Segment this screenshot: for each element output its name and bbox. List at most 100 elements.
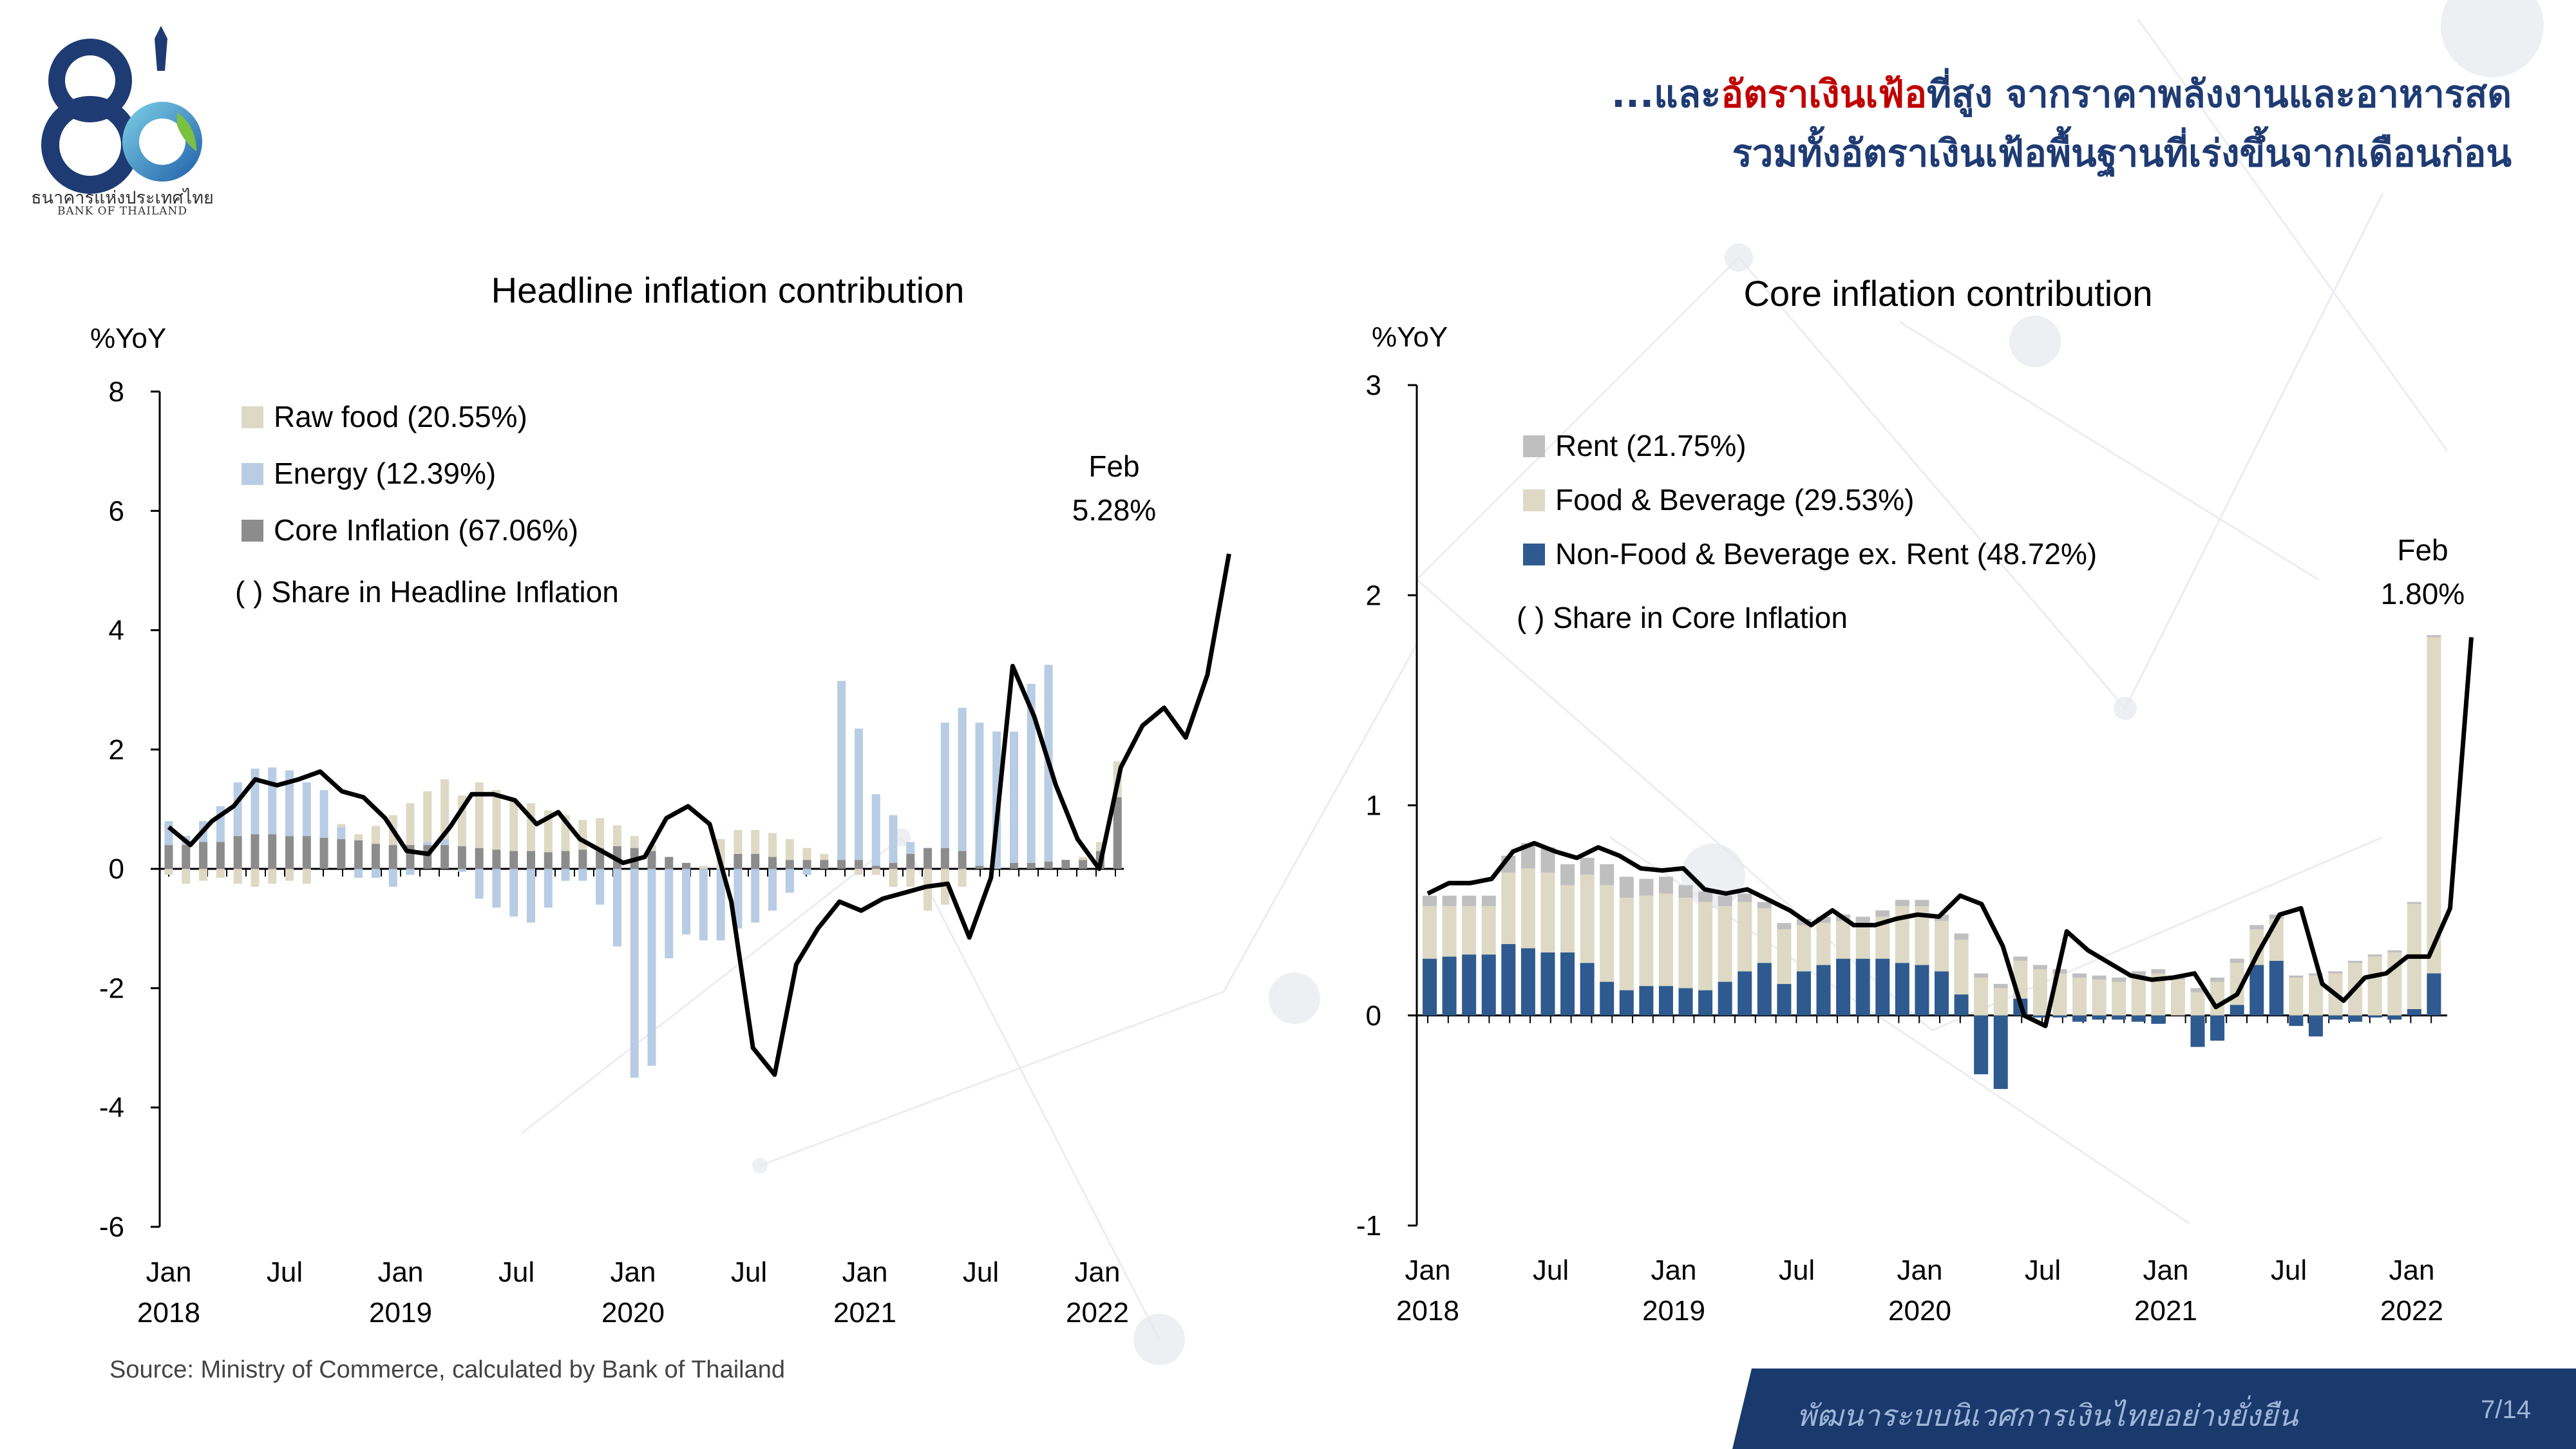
headline-y-tick-label: 6: [109, 495, 124, 527]
core-bar-rent: [1777, 923, 1792, 929]
core-bar-food_bev: [1855, 923, 1870, 959]
core-bar-rent: [1993, 983, 2008, 989]
core-bar-nonfood: [2249, 965, 2264, 1016]
headline-bar-raw_food: [768, 833, 777, 857]
core-bar-rent: [1619, 876, 1634, 898]
headline-bar-core: [164, 845, 173, 869]
core-bar-nonfood: [2328, 1015, 2343, 1020]
headline-x-tick-label: Jul: [731, 1256, 767, 1288]
headline-bar-core: [1027, 862, 1036, 869]
headline-bar-raw_food: [699, 866, 708, 869]
headline-legend-label: Energy (12.39%): [274, 457, 496, 490]
headline-bar-core: [199, 842, 208, 869]
headline-bar-core: [251, 834, 260, 869]
core-bar-nonfood: [1501, 943, 1516, 1016]
core-bar-food_bev: [1442, 906, 1457, 957]
headline-x-tick-label: Jan: [378, 1256, 424, 1288]
headline-bar-energy: [630, 869, 639, 1078]
core-bar-food_bev: [1738, 902, 1752, 972]
core-legend-label: Non-Food & Beverage ex. Rent (48.72%): [1555, 537, 2097, 571]
headline-y-tick-label: 8: [109, 376, 124, 408]
core-bar-food_bev: [1481, 906, 1496, 955]
core-bar-rent: [2230, 958, 2244, 963]
core-bar-rent: [1718, 895, 1732, 907]
core-bar-rent: [1560, 864, 1575, 886]
headline-bar-core: [388, 845, 397, 869]
headline-bar-raw_food: [940, 869, 949, 905]
headline-bar-energy: [371, 869, 380, 878]
headline-y-tick-label: -4: [99, 1092, 124, 1124]
headline-bar-core: [871, 866, 880, 869]
headline-bar-energy: [751, 869, 760, 923]
headline-bar-energy: [509, 869, 518, 917]
core-bar-rent: [2092, 975, 2107, 980]
headline-bar-energy: [734, 869, 743, 929]
headline-legend-label: Raw food (20.55%): [274, 400, 527, 433]
core-bar-nonfood: [1974, 1015, 1989, 1075]
headline-bar-core: [1113, 797, 1122, 869]
headline-x-tick-label: Jan: [1075, 1256, 1121, 1288]
headline-bar-core: [751, 853, 760, 869]
core-bar-nonfood: [1619, 990, 1634, 1016]
headline-bar-raw_food: [751, 829, 760, 854]
headline-bar-raw_food: [802, 848, 811, 860]
headline-bar-energy: [492, 869, 501, 908]
headline-bar-energy: [647, 869, 656, 1066]
core-bar-food_bev: [2072, 978, 2087, 1016]
core-bar-food_bev: [1796, 925, 1811, 972]
headline-bar-energy: [975, 723, 984, 866]
core-bar-food_bev: [2170, 980, 2185, 1016]
headline-y-tick-label: 0: [109, 853, 124, 885]
core-legend-swatch: [1523, 435, 1545, 457]
core-y-tick-label: 1: [1366, 790, 1381, 822]
headline-x-tick-label: Jul: [267, 1256, 303, 1288]
core-bar-rent: [1757, 902, 1772, 909]
core-bar-food_bev: [2249, 929, 2264, 965]
headline-bar-raw_food: [285, 869, 294, 881]
headline-bar-energy: [958, 708, 967, 851]
headline-bar-energy: [423, 842, 432, 846]
headline-y-tick-label: -2: [99, 972, 124, 1004]
core-x-year-label: 2022: [2380, 1295, 2443, 1327]
headline-bar-core: [906, 853, 915, 869]
headline-bar-energy: [388, 869, 397, 887]
headline-x-tick-label: Jan: [146, 1256, 192, 1288]
core-bar-nonfood: [2131, 1015, 2146, 1022]
core-line-series: [1426, 637, 2474, 1028]
core-x-tick-label: Jul: [1779, 1255, 1815, 1286]
core-bar-nonfood: [1718, 981, 1732, 1016]
core-bar-rent: [1915, 900, 1929, 907]
core-bar-rent: [1698, 891, 1713, 902]
core-x-year-label: 2020: [1888, 1295, 1951, 1327]
headline-bar-raw_food: [182, 869, 191, 884]
core-bar-food_bev: [1974, 978, 1989, 1016]
headline-bar-raw_food: [1079, 857, 1088, 860]
core-x-tick-label: Jan: [1405, 1255, 1451, 1286]
page-title-line1: ...และอัตราเงินเฟ้อที่สูง จากราคาพลังงาน…: [1611, 64, 2512, 124]
headline-bar-energy: [544, 869, 553, 908]
headline-bar-energy: [475, 869, 484, 899]
core-bar-rent: [1580, 858, 1595, 875]
headline-bar-energy: [854, 728, 863, 860]
title-red-part: อัตราเงินเฟ้อ: [1721, 72, 1927, 116]
core-bar-food_bev: [1501, 872, 1516, 944]
headline-bar-core: [285, 836, 294, 869]
headline-bar-raw_food: [406, 803, 415, 846]
core-bar-rent: [1895, 900, 1909, 907]
headline-bar-core: [371, 844, 380, 869]
source-note: Source: Ministry of Commerce, calculated…: [109, 1356, 785, 1383]
core-x-year-label: 2019: [1642, 1295, 1705, 1327]
headline-bar-core: [1044, 862, 1053, 869]
core-bar-rent: [2367, 954, 2382, 957]
core-bar-food_bev: [1816, 923, 1831, 965]
headline-bar-core: [889, 862, 898, 869]
headline-bar-raw_food: [164, 869, 173, 875]
core-y-tick-label: 0: [1366, 1000, 1381, 1032]
headline-bar-energy: [233, 782, 242, 837]
core-y-axis-label: %YoY: [1372, 321, 1448, 353]
core-bar-nonfood: [1836, 958, 1851, 1016]
page-title-line2: รวมทั้งอัตราเงินเฟ้อพื้นฐานที่เร่งขึ้นจา…: [1732, 131, 2512, 175]
headline-bar-raw_food: [734, 829, 743, 854]
headline-bar-energy: [268, 767, 277, 835]
headline-y-axis-label: %YoY: [90, 323, 166, 354]
